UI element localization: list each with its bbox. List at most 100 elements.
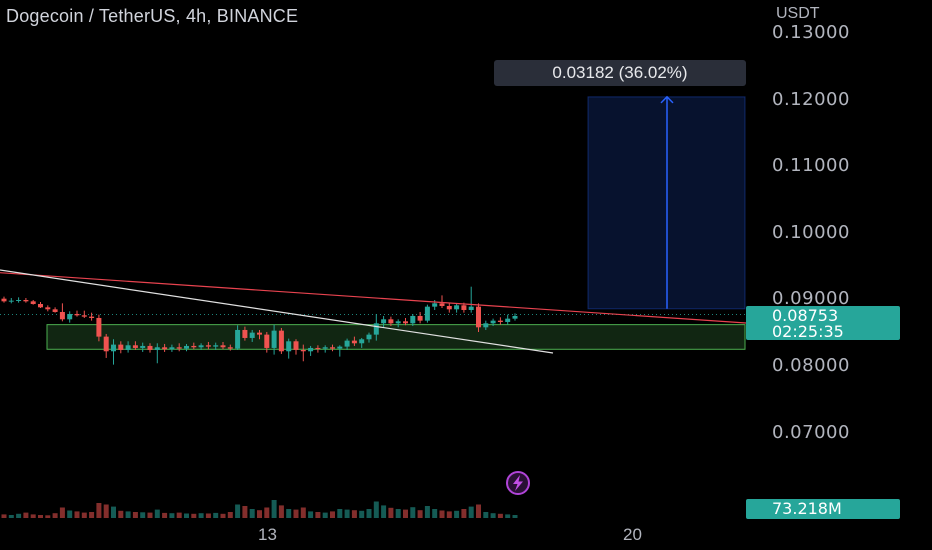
candle-body: [410, 315, 416, 324]
volume-bar: [351, 510, 357, 518]
volume-value: 73.218M: [772, 499, 842, 518]
candle-body: [476, 306, 481, 328]
candle-body: [154, 347, 160, 350]
y-tick-label: 0.13000: [772, 22, 850, 43]
candle-body: [403, 321, 408, 324]
candle-body: [286, 341, 292, 352]
volume-bar: [227, 512, 233, 518]
candle-body: [81, 315, 87, 317]
y-tick-label: 0.10000: [772, 222, 850, 243]
candle-body: [512, 315, 518, 319]
candle-body: [351, 340, 357, 344]
candle-body: [111, 344, 116, 352]
volume-bar: [278, 505, 284, 518]
candle-body: [505, 318, 511, 322]
volume-bar: [286, 509, 292, 518]
candle-body: [308, 347, 314, 352]
candle-body: [366, 334, 372, 340]
candle-body: [198, 345, 204, 348]
volume-bar: [191, 513, 197, 518]
candle-body: [337, 346, 343, 349]
candle-body: [249, 332, 255, 338]
volume-bar: [242, 506, 248, 518]
volume-bar: [300, 507, 306, 518]
candle-body: [176, 347, 182, 349]
bar-countdown: 02:25:35: [772, 322, 844, 341]
volume-bar: [125, 511, 131, 518]
volume-bar: [439, 510, 445, 518]
candle-body: [490, 320, 496, 324]
volume-bar: [424, 506, 430, 518]
measure-tool[interactable]: [587, 95, 746, 310]
candle-body: [205, 345, 211, 347]
candle-body: [278, 330, 284, 352]
volume-bar: [403, 509, 408, 518]
volume-bar: [476, 504, 481, 518]
volume-bar: [381, 505, 387, 518]
candle-body: [242, 329, 248, 338]
volume-bar: [38, 515, 43, 518]
volume-bar: [388, 507, 394, 518]
volume-bar: [89, 512, 95, 518]
volume-bar: [111, 506, 116, 518]
candle-body: [140, 345, 146, 348]
candle-body: [271, 330, 277, 348]
volume-bar: [410, 507, 416, 518]
volume-bar: [432, 509, 438, 518]
candle-body: [381, 319, 387, 324]
volume-bar: [176, 512, 182, 518]
measure-label: 0.03182 (36.02%): [494, 60, 746, 86]
volume-bar: [103, 504, 109, 518]
chart-title: Dogecoin / TetherUS, 4h, BINANCE: [6, 6, 299, 26]
candle-body: [344, 340, 350, 347]
volume-bar: [67, 510, 73, 518]
volume-bar: [468, 506, 474, 518]
candle-body: [191, 345, 197, 348]
volume-bar: [264, 507, 270, 518]
support-zone-box: [46, 324, 746, 350]
candle-body: [23, 299, 29, 302]
volume-bar: [205, 513, 211, 518]
candle-body: [45, 307, 51, 310]
volume-bar: [220, 513, 226, 518]
volume-bar: [96, 503, 102, 518]
volume-tag: 73.218M: [746, 499, 900, 519]
volume-bar: [8, 515, 14, 518]
y-tick-label: 0.12000: [772, 89, 850, 110]
candle-body: [417, 315, 423, 321]
candle-body: [59, 311, 65, 320]
candle-body: [227, 347, 233, 349]
drawn-lines[interactable]: [0, 269, 747, 354]
x-tick-label: 13: [258, 525, 277, 544]
volume-bar: [213, 512, 219, 518]
volume-bar: [59, 507, 65, 518]
candle-body: [1, 298, 7, 302]
volume-bar: [497, 513, 503, 518]
volume-bar: [366, 509, 372, 518]
last-price: 0.08753: [772, 306, 839, 325]
candle-body: [257, 332, 262, 335]
volume-bar: [154, 509, 160, 518]
candle-body: [96, 317, 102, 337]
volume-bar: [45, 515, 51, 518]
candle-body: [468, 306, 474, 310]
volume-bars: [1, 500, 518, 518]
candle-body: [497, 320, 503, 322]
candles: [1, 286, 518, 365]
lightning-bolt-icon[interactable]: [495, 470, 541, 496]
candle-body: [74, 313, 80, 316]
volume-bar: [198, 513, 204, 518]
volume-bar: [344, 509, 350, 518]
volume-bar: [461, 509, 467, 518]
resistance-line: [0, 272, 747, 324]
volume-bar: [330, 511, 335, 518]
candle-body: [264, 334, 270, 348]
candle-body: [169, 347, 175, 350]
volume-bar: [293, 509, 299, 518]
volume-bar: [81, 512, 87, 518]
y-tick-label: 0.11000: [772, 155, 850, 176]
candle-body: [38, 303, 43, 308]
candle-body: [118, 344, 124, 350]
support-zone[interactable]: [0, 313, 746, 350]
